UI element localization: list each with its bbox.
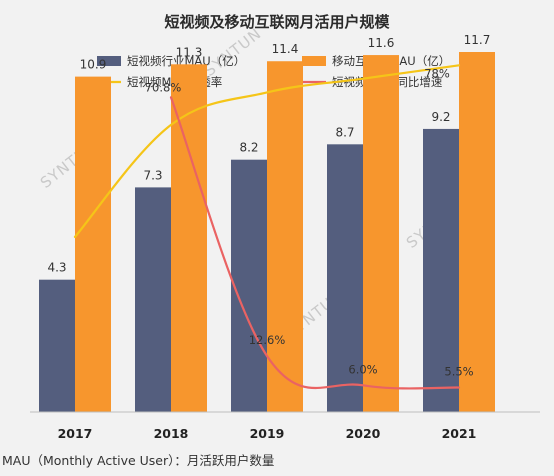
bar-label-mobile-internet-mau-2018: 11.3	[176, 45, 203, 59]
legend-label-short-video-mau: 短视频行业MAU（亿）	[127, 54, 245, 68]
point-label-yoy-growth-2019: 12.6%	[249, 333, 286, 347]
bar-short-video-mau-2021	[423, 128, 459, 412]
x-tick-2017: 2017	[58, 426, 93, 441]
bar-label-short-video-mau-2020: 8.7	[335, 125, 354, 139]
bars	[39, 52, 495, 413]
point-label-yoy-growth-2021: 5.5%	[444, 365, 473, 379]
bar-mobile-internet-mau-2020	[363, 55, 399, 412]
bar-label-short-video-mau-2021: 9.2	[431, 110, 450, 124]
bar-label-short-video-mau-2018: 7.3	[143, 168, 162, 182]
x-tick-2020: 2020	[346, 426, 381, 441]
bar-label-short-video-mau-2017: 4.3	[47, 261, 66, 275]
bar-mobile-internet-mau-2018	[171, 64, 207, 413]
point-label-yoy-growth-2018: 70.8%	[145, 80, 182, 94]
x-tick-2021: 2021	[442, 426, 477, 441]
bar-label-short-video-mau-2019: 8.2	[239, 141, 258, 155]
bar-mobile-internet-mau-2017	[75, 76, 111, 412]
bar-mobile-internet-mau-2021	[459, 52, 495, 412]
bar-short-video-mau-2020	[327, 144, 363, 413]
bar-label-mobile-internet-mau-2021: 11.7	[464, 33, 491, 47]
x-tick-2018: 2018	[154, 426, 189, 441]
point-label-yoy-growth-2020: 6.0%	[348, 362, 377, 376]
line-penetration-rate	[73, 64, 461, 238]
bar-mobile-internet-mau-2019	[267, 61, 303, 412]
bar-label-mobile-internet-mau-2019: 11.4	[272, 42, 299, 56]
point-label-penetration-rate-2021: 78%	[424, 66, 450, 80]
footnote: MAU（Monthly Active User）：月活跃用户数量	[2, 453, 274, 468]
lines	[73, 64, 461, 390]
bar-short-video-mau-2019	[231, 159, 267, 412]
legend-swatch-short-video-mau	[97, 56, 121, 66]
legend-swatch-mobile-internet-mau	[302, 56, 326, 66]
x-tick-2019: 2019	[250, 426, 285, 441]
bar-short-video-mau-2017	[39, 279, 75, 412]
watermark: SYNTUN	[201, 24, 265, 80]
bar-label-mobile-internet-mau-2020: 11.6	[368, 36, 395, 50]
bar-short-video-mau-2018	[135, 187, 171, 412]
line-yoy-growth	[169, 96, 461, 390]
data-labels: 4.3 10.9 7.3 11.3 8.2 11.4 8.7 11.6 9.2 11.7 78% 70…	[47, 33, 490, 379]
chart-title: 短视频及移动互联网月活用户规模	[164, 13, 390, 31]
x-axis-ticks: 2017 2018 2019 2020 2021	[58, 426, 477, 441]
bar-label-mobile-internet-mau-2017: 10.9	[80, 58, 107, 72]
